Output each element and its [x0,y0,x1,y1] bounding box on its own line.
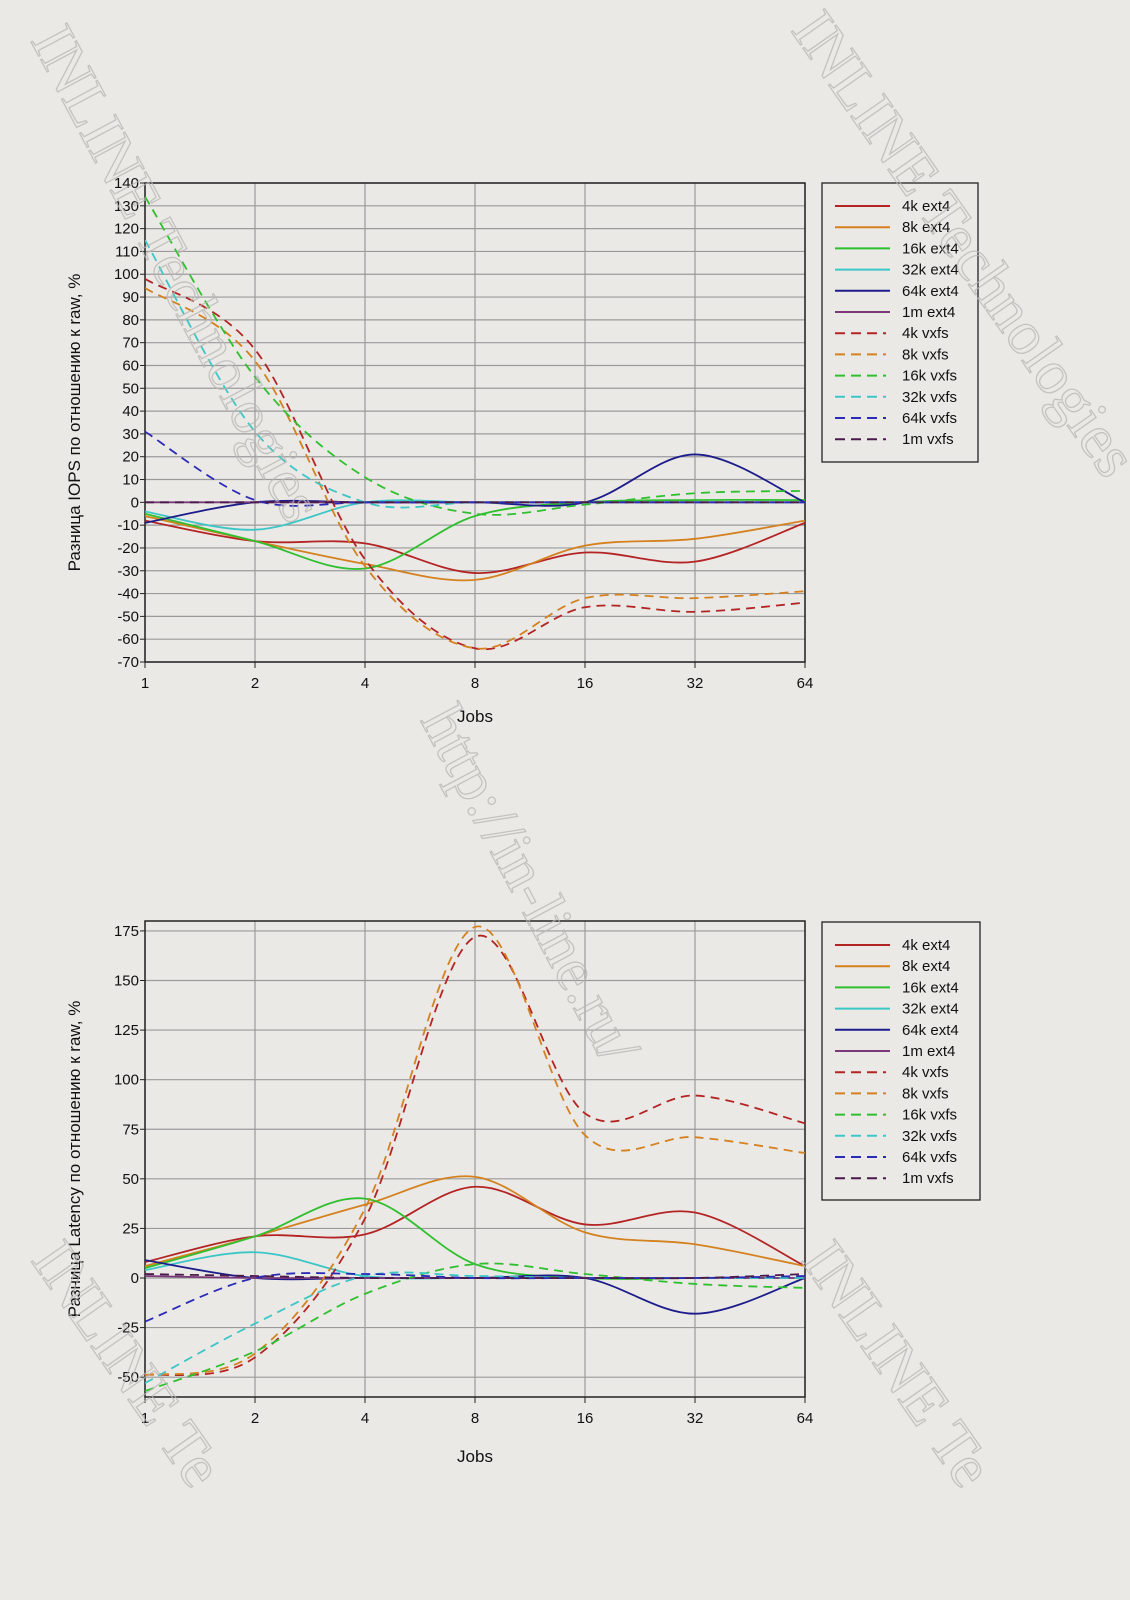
series-line-16k-vxfs [145,196,805,516]
legend-label: 32k vxfs [902,389,957,406]
legend-label: 1m vxfs [902,431,954,448]
legend-label: 64k ext4 [902,283,959,300]
x-tick-label: 2 [251,1410,259,1427]
legend-label: 8k vxfs [902,1085,949,1102]
legend-label: 8k ext4 [902,219,950,236]
chart-2: 175 150 125 100 75 50 25 0 -25 -50 1 2 4 8 16 32 64 Jobs Р… [65,920,981,1466]
y-tick-label: -10 [117,517,139,534]
legend-label: 16k vxfs [902,368,957,385]
x-tick-label: 8 [471,675,479,692]
y-tick-label: -50 [117,1369,139,1386]
y-tick-label: 140 [114,175,139,192]
legend-box [821,182,979,463]
y-tick-label: 120 [114,221,139,238]
watermark-text: INLINE Te [789,1229,1006,1499]
x-tick-label: 32 [687,1410,704,1427]
y-tick-label: 100 [114,266,139,283]
plot-frame [144,182,806,663]
legend-label: 4k ext4 [902,937,950,954]
y-tick-label: 75 [122,1121,139,1138]
y-tick-label: -40 [117,586,139,603]
legend-label: 1m ext4 [902,304,955,321]
y-tick-label: 25 [122,1220,139,1237]
x-tick-label: 1 [141,1410,149,1427]
legend: 4k ext4 8k ext4 16k ext4 32k ext4 64k ext4 1m… [821,182,979,463]
legend-label: 4k vxfs [902,1064,949,1081]
legend-label: 4k ext4 [902,198,950,215]
legend-label: 64k vxfs [902,1149,957,1166]
y-tick-label: 20 [122,449,139,466]
plot-frame [144,920,806,1398]
y-axis-label: Разница Latency по отношению к raw, % [65,1001,84,1318]
y-tick-label: 30 [122,426,139,443]
legend-label: 1m vxfs [902,1170,954,1187]
y-tick-label: 50 [122,380,139,397]
y-tick-label: 110 [115,243,139,260]
legend-label: 32k vxfs [902,1128,957,1145]
series-line-1m-vxfs [145,1273,805,1280]
legend-label: 8k vxfs [902,346,949,363]
legend-label: 1m ext4 [902,1043,955,1060]
y-tick-label: 90 [122,289,139,306]
x-axis-label: Jobs [457,1447,493,1466]
legend-label: 32k ext4 [902,1001,959,1018]
series-line-4k-vxfs [145,934,805,1377]
legend-label: 4k vxfs [902,325,949,342]
series-line-64k-vxfs [145,430,805,507]
legend-label: 16k vxfs [902,1107,957,1124]
y-tick-label: 0 [131,1270,139,1287]
legend-label: 8k ext4 [902,958,950,975]
x-axis-label: Jobs [457,707,493,726]
y-tick-label: -25 [117,1320,139,1337]
x-tick-label: 32 [687,675,704,692]
legend-label: 16k ext4 [902,979,959,996]
y-tick-label: 50 [122,1171,139,1188]
y-tick-label: 80 [122,312,139,329]
legend-box [821,921,981,1201]
series-line-8k-vxfs [145,287,805,650]
legend-label: 32k ext4 [902,262,959,279]
y-tick-label: 130 [114,198,139,215]
x-tick-label: 4 [361,675,369,692]
y-tick-label: 125 [114,1022,139,1039]
y-tick-label: 175 [114,923,139,940]
y-tick-label: -70 [117,654,139,671]
y-tick-label: -60 [117,631,139,648]
series-line-16k-ext4 [145,498,805,570]
y-tick-label: -50 [117,608,139,625]
legend-label: 16k ext4 [902,240,959,257]
series-line-4k-vxfs [145,278,805,651]
y-tick-label: -20 [117,540,139,557]
y-tick-label: 150 [114,973,139,990]
y-tick-label: 70 [122,335,139,352]
chart-1: 1401301201101009080706050403020100-10-20… [65,175,979,726]
y-tick-label: 10 [122,472,139,489]
y-axis-label: Разница IOPS по отношению к raw, % [65,274,84,572]
legend-label: 64k ext4 [902,1022,959,1039]
y-tick-label: 60 [122,357,139,374]
x-tick-label: 64 [797,675,814,692]
legend: 4k ext4 8k ext4 16k ext4 32k ext4 64k ext4 1m… [821,921,981,1201]
x-tick-label: 64 [797,1410,814,1427]
series-line-16k-vxfs [145,1262,805,1392]
x-tick-label: 1 [141,675,149,692]
x-tick-label: 16 [577,1410,594,1427]
y-tick-label: -30 [117,563,139,580]
x-tick-label: 8 [471,1410,479,1427]
x-tick-label: 4 [361,1410,369,1427]
y-tick-label: 40 [122,403,139,420]
y-tick-label: 0 [131,494,139,511]
legend-label: 64k vxfs [902,410,957,427]
x-tick-label: 16 [577,675,594,692]
x-tick-label: 2 [251,675,259,692]
y-tick-label: 100 [114,1072,139,1089]
